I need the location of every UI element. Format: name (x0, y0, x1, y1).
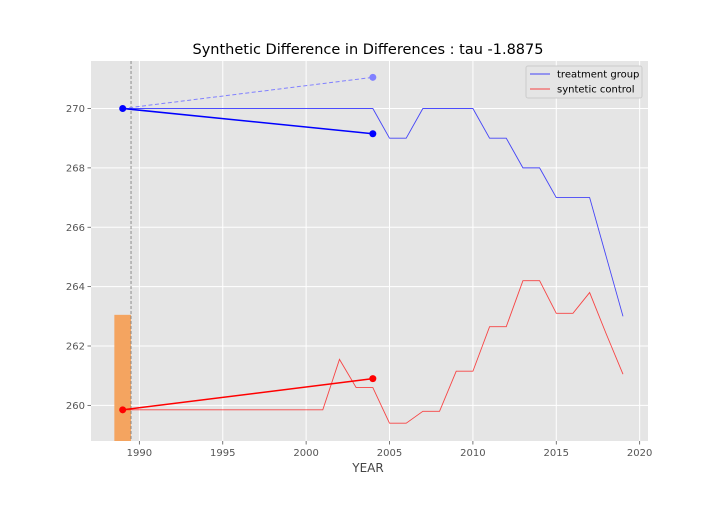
y-tick-label: 268 (66, 163, 85, 174)
legend-label-treatment: treatment group (557, 70, 639, 81)
treatment-post-marker (369, 130, 377, 138)
series-layer (122, 108, 624, 424)
weight-bar (114, 314, 132, 441)
treatment-pre-marker (119, 105, 127, 112)
x-tick-label: 1990 (127, 448, 152, 459)
control-post-marker (369, 375, 377, 383)
x-tick-label: 2020 (627, 448, 652, 459)
chart-title: Synthetic Difference in Differences : ta… (192, 42, 543, 58)
plot-area (91, 61, 648, 441)
control-series-line (122, 280, 624, 424)
x-tick-label: 1995 (210, 448, 235, 459)
x-tick-label: 2005 (377, 448, 402, 459)
legend-label-control: syntetic control (557, 85, 635, 96)
y-tick-label: 270 (66, 104, 85, 115)
tick-layer: 1990 1995 2000 2005 2010 2015 2020 260 262 264 266… (66, 104, 652, 459)
treatment-pre-post-segment (122, 107, 373, 135)
y-tick-label: 264 (66, 282, 85, 293)
counterfactual-segment (122, 76, 373, 109)
x-axis-label: YEAR (351, 461, 383, 475)
x-tick-label: 2000 (293, 448, 318, 459)
y-tick-label: 262 (66, 342, 85, 353)
segment-layer (119, 73, 377, 414)
bar-layer (114, 314, 132, 441)
x-tick-label: 2015 (544, 448, 569, 459)
legend: treatment group syntetic control (525, 65, 643, 99)
legend-box (525, 65, 643, 99)
y-tick-label: 260 (66, 401, 85, 412)
control-pre-post-segment (122, 377, 373, 411)
x-tick-label: 2010 (460, 448, 485, 459)
grid-layer (91, 61, 648, 441)
counterfactual-end-marker (369, 73, 377, 81)
control-pre-marker (119, 406, 127, 414)
treatment-series-line (122, 108, 624, 317)
y-tick-label: 266 (66, 223, 85, 234)
